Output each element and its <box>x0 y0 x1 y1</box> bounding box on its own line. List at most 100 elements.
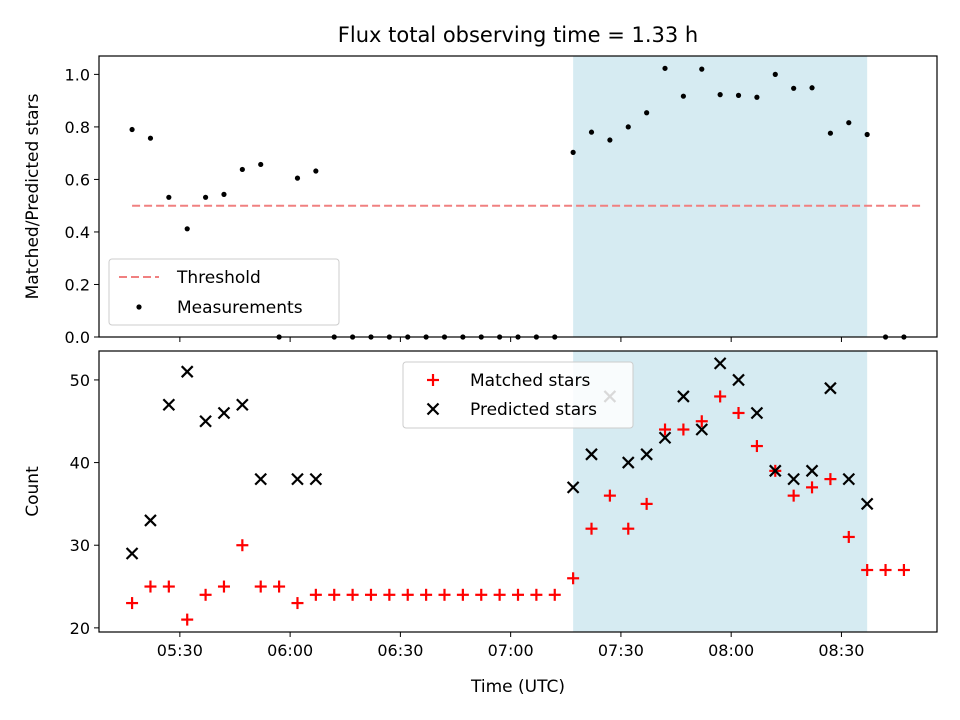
matched-point <box>493 588 506 601</box>
predicted-point <box>566 481 580 494</box>
predicted-point <box>236 398 249 411</box>
matched-point <box>162 580 175 593</box>
y-tick-label: 50 <box>70 371 90 390</box>
predicted-point <box>677 390 690 403</box>
predicted-point <box>842 472 856 486</box>
matched-point <box>603 489 616 502</box>
matched-point <box>677 423 690 436</box>
predicted-point <box>125 547 139 560</box>
matched-point <box>695 415 708 428</box>
matched-point <box>273 580 286 593</box>
measurement-point <box>570 149 576 155</box>
measurement-point <box>735 92 742 98</box>
matched-point <box>842 530 855 543</box>
bottom-x-ticks: 05:30 06:00 06:30 07:00 07:30 08:00 08:30 <box>157 632 864 660</box>
legend-threshold-label: Threshold <box>176 268 261 288</box>
ratio-panel-frame <box>98 55 938 338</box>
matched-point <box>622 522 635 535</box>
matched-point <box>438 588 451 601</box>
matched-point <box>309 588 322 601</box>
predicted-point <box>732 373 745 387</box>
legend-measurements-label: Measurements <box>177 298 303 318</box>
count-legend: Matched stars Predicted stars <box>402 361 634 429</box>
matched-point <box>787 489 800 502</box>
measurement-point <box>202 194 209 200</box>
y-tick-label: 30 <box>70 536 90 555</box>
matched-point <box>217 580 230 593</box>
legend-predicted-swatch <box>426 402 440 416</box>
predicted-point <box>640 448 653 461</box>
matched-point <box>144 580 157 593</box>
ratio-y-axis-label: Matched/Predicted stars <box>23 93 43 299</box>
x-tick-label: 08:00 <box>708 641 754 660</box>
predicted-point <box>787 472 800 486</box>
measurement-point <box>258 161 264 168</box>
predicted-point <box>658 431 672 445</box>
matched-point <box>364 588 377 601</box>
x-axis-label: Time (UTC) <box>470 677 565 697</box>
measurement-point <box>827 130 834 136</box>
predicted-point <box>695 423 709 436</box>
matched-point <box>861 564 874 577</box>
legend-x-mark <box>426 402 440 416</box>
predicted-point <box>824 381 837 395</box>
predicted-point <box>199 414 212 428</box>
measurement-points <box>129 65 907 340</box>
chart-title: Flux total observing time = 1.33 h <box>338 23 698 47</box>
matched-point <box>640 497 653 510</box>
top-x-ticks <box>179 337 842 342</box>
observing-window-span <box>573 56 868 337</box>
matched-point <box>346 588 359 601</box>
count-legend-box <box>402 361 634 429</box>
matched-point <box>236 539 249 552</box>
measurement-point <box>625 124 631 130</box>
matched-point <box>548 588 561 601</box>
matched-point <box>181 613 194 626</box>
y-tick-label: 0.8 <box>65 118 90 137</box>
matched-point <box>659 423 672 436</box>
matched-point <box>383 588 396 601</box>
y-tick-label: 1.0 <box>65 65 90 84</box>
measurement-point <box>166 194 172 200</box>
matched-point <box>585 522 598 535</box>
measurement-point <box>221 191 227 197</box>
ratio-panel: 0.0 0.2 0.4 0.6 0.8 1.0 Matched/Predicted sta… <box>23 55 938 347</box>
matched-point <box>897 564 910 577</box>
matched-point <box>254 580 267 593</box>
matched-point <box>456 588 469 601</box>
measurement-point <box>772 71 778 77</box>
top-y-ticks: 0.0 0.2 0.4 0.6 0.8 1.0 <box>65 65 99 347</box>
matched-point <box>291 597 304 610</box>
measurement-point <box>662 65 668 71</box>
bottom-y-ticks: 20 30 40 50 <box>70 371 99 638</box>
matched-point <box>475 588 488 601</box>
x-tick-label: 06:00 <box>267 641 313 660</box>
matched-point <box>512 588 524 601</box>
y-tick-label: 0.2 <box>65 275 90 294</box>
measurement-point <box>809 85 815 91</box>
legend-predicted-label: Predicted stars <box>470 400 597 420</box>
predicted-point <box>713 357 727 370</box>
predicted-point <box>621 456 635 469</box>
measurement-point <box>294 175 301 181</box>
measurement-point <box>129 126 135 133</box>
matched-point <box>567 572 580 585</box>
measurement-point <box>680 93 686 99</box>
matched-point <box>530 588 543 601</box>
measurement-point <box>588 129 595 135</box>
predicted-point <box>750 406 764 420</box>
predicted-point <box>180 365 194 378</box>
measurement-point <box>313 168 319 174</box>
matched-point <box>732 406 745 419</box>
legend-measurement-swatch <box>136 304 142 310</box>
matched-point <box>714 390 727 403</box>
measurement-point <box>791 85 797 91</box>
legend-matched-swatch <box>427 374 439 386</box>
matched-point <box>328 588 341 601</box>
predicted-point <box>254 472 267 486</box>
legend-plus-mark <box>427 374 439 386</box>
matched-point <box>824 473 837 486</box>
predicted-point <box>162 398 176 411</box>
measurement-point <box>184 226 190 232</box>
